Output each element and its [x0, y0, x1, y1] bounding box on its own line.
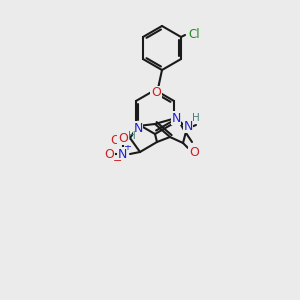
Text: N: N	[133, 122, 143, 134]
Text: N: N	[183, 119, 193, 133]
Text: N: N	[117, 148, 127, 160]
Text: O: O	[110, 134, 120, 146]
Text: H: H	[128, 131, 136, 141]
Text: O: O	[189, 146, 199, 160]
Text: Cl: Cl	[188, 28, 200, 41]
Text: O: O	[118, 131, 128, 145]
Text: H: H	[192, 113, 200, 123]
Text: −: −	[113, 156, 123, 166]
Text: O: O	[151, 86, 161, 100]
Text: +: +	[123, 142, 131, 152]
Text: O: O	[104, 148, 114, 160]
Text: N: N	[171, 112, 181, 124]
